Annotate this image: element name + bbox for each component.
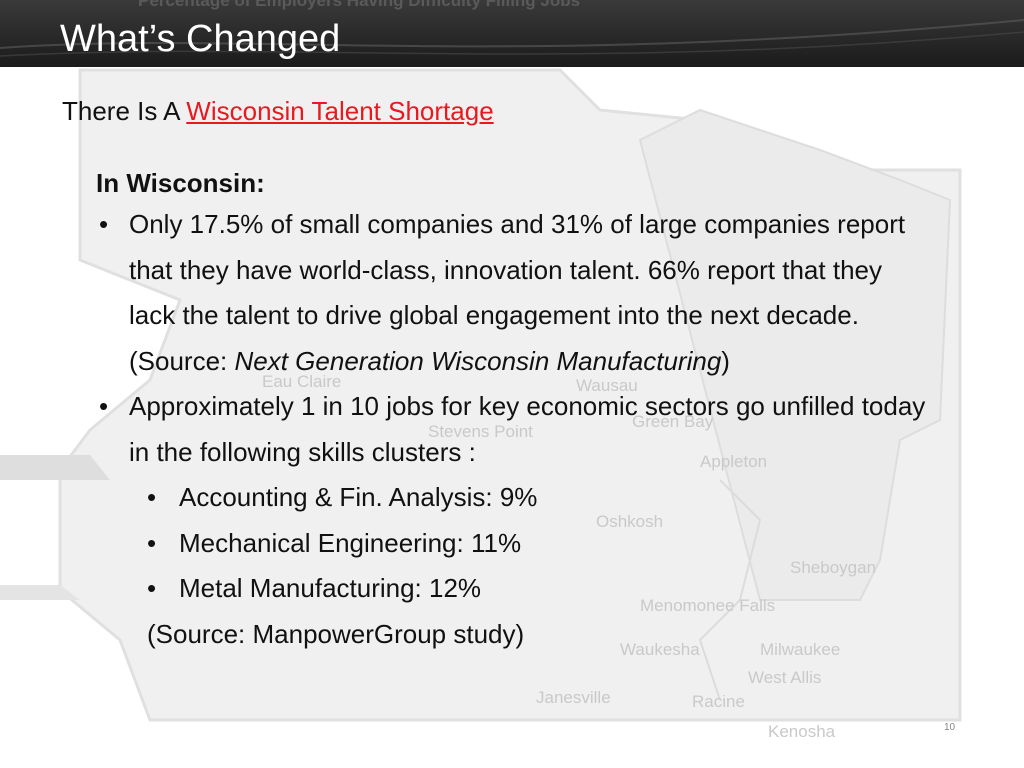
page-number: 10 [944,722,956,733]
sub-bullet-list: Accounting & Fin. Analysis: 9% Mechanica… [129,475,926,612]
bullet-item: Approximately 1 in 10 jobs for key econo… [96,384,926,657]
map-label: Racine [692,692,745,711]
header-bar: Percentage of Employers Having Difficult… [0,0,1024,67]
sub-bullet-item: Mechanical Engineering: 11% [147,521,926,567]
subtitle-prefix: There Is A [62,96,187,126]
map-label: West Allis [748,668,822,687]
page-title: What’s Changed [60,18,341,60]
bullet-list: Only 17.5% of small companies and 31% of… [96,202,926,657]
sub-bullet-item: Accounting & Fin. Analysis: 9% [147,475,926,521]
map-label: Janesville [536,688,611,707]
source-title: Next Generation Wisconsin Manufacturing [234,345,722,376]
subtitle: There Is A Wisconsin Talent Shortage [62,96,494,127]
bullet-item: Only 17.5% of small companies and 31% of… [96,202,926,384]
bullet-text: Approximately 1 in 10 jobs for key econo… [129,391,926,467]
bullet-suffix: ) [721,345,730,376]
source-note: (Source: ManpowerGroup study) [147,618,525,649]
header-swoosh [0,19,1024,57]
section-heading: In Wisconsin: [96,168,265,198]
talent-shortage-link[interactable]: Wisconsin Talent Shortage [186,96,494,126]
bullet-text: Only 17.5% of small companies and 31% of… [129,209,906,376]
map-label: Kenosha [768,722,836,741]
sub-bullet-item: Metal Manufacturing: 12% [147,566,926,612]
ghost-title: Percentage of Employers Having Difficult… [138,0,581,10]
content-body: In Wisconsin: Only 17.5% of small compan… [96,164,926,657]
